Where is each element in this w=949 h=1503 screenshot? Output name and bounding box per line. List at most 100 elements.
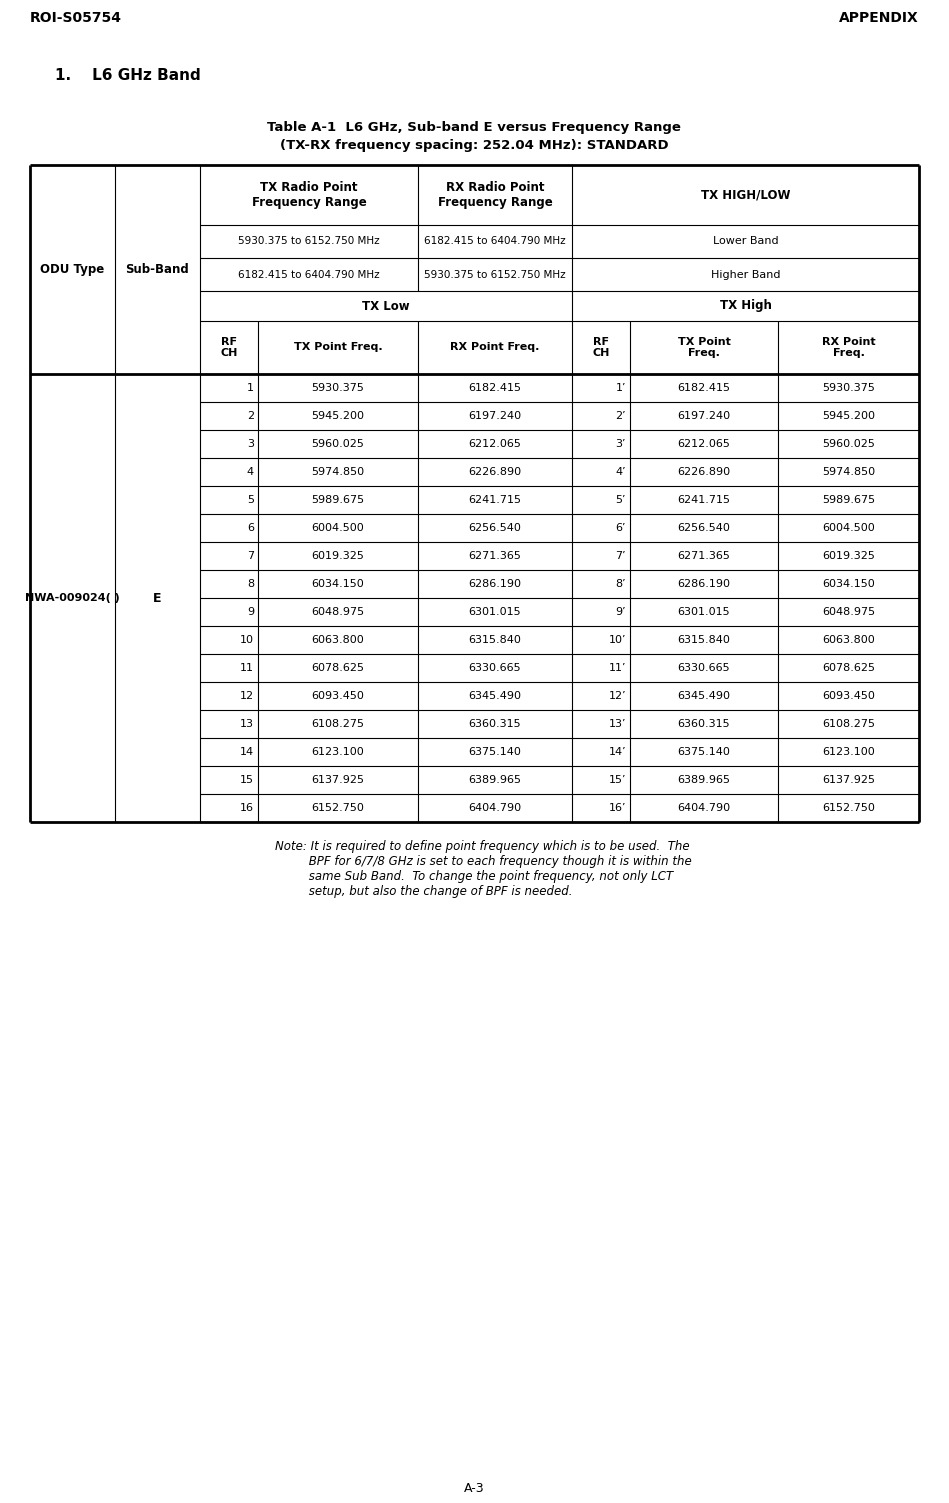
Text: 6404.790: 6404.790 [469, 803, 522, 813]
Text: 6152.750: 6152.750 [311, 803, 364, 813]
Text: 5930.375: 5930.375 [311, 383, 364, 392]
Text: 6212.065: 6212.065 [678, 439, 731, 449]
Text: TX Point Freq.: TX Point Freq. [293, 343, 382, 353]
Text: 5989.675: 5989.675 [311, 494, 364, 505]
Text: ODU Type: ODU Type [41, 263, 104, 277]
Text: 6078.625: 6078.625 [311, 663, 364, 673]
Text: Higher Band: Higher Band [711, 269, 780, 280]
Text: RX Point
Freq.: RX Point Freq. [822, 337, 875, 358]
Text: 6108.275: 6108.275 [822, 718, 875, 729]
Text: 6034.150: 6034.150 [311, 579, 364, 589]
Text: 6182.415 to 6404.790 MHz: 6182.415 to 6404.790 MHz [238, 269, 380, 280]
Text: 6182.415 to 6404.790 MHz: 6182.415 to 6404.790 MHz [424, 236, 566, 246]
Text: 6004.500: 6004.500 [311, 523, 364, 534]
Text: 11’: 11’ [608, 663, 626, 673]
Text: Lower Band: Lower Band [713, 236, 778, 246]
Text: 6123.100: 6123.100 [822, 747, 875, 758]
Text: 6256.540: 6256.540 [678, 523, 731, 534]
Text: 6’: 6’ [616, 523, 626, 534]
Text: 6123.100: 6123.100 [311, 747, 364, 758]
Text: 5’: 5’ [616, 494, 626, 505]
Text: 6197.240: 6197.240 [678, 410, 731, 421]
Text: 14’: 14’ [608, 747, 626, 758]
Text: 6404.790: 6404.790 [678, 803, 731, 813]
Text: 6360.315: 6360.315 [469, 718, 521, 729]
Text: TX High: TX High [719, 299, 772, 313]
Text: 6256.540: 6256.540 [469, 523, 521, 534]
Text: 1.    L6 GHz Band: 1. L6 GHz Band [55, 68, 201, 83]
Text: 5945.200: 5945.200 [311, 410, 364, 421]
Text: 3: 3 [247, 439, 254, 449]
Text: 12: 12 [240, 691, 254, 700]
Text: 6271.365: 6271.365 [678, 552, 731, 561]
Text: 5989.675: 5989.675 [822, 494, 875, 505]
Text: 5930.375 to 6152.750 MHz: 5930.375 to 6152.750 MHz [238, 236, 380, 246]
Text: 16: 16 [240, 803, 254, 813]
Text: 6375.140: 6375.140 [678, 747, 731, 758]
Text: 6004.500: 6004.500 [822, 523, 875, 534]
Text: NWA-009024( ): NWA-009024( ) [25, 594, 120, 603]
Text: 6108.275: 6108.275 [311, 718, 364, 729]
Text: (TX-RX frequency spacing: 252.04 MHz): STANDARD: (TX-RX frequency spacing: 252.04 MHz): S… [280, 140, 668, 152]
Text: TX Low: TX Low [363, 299, 410, 313]
Text: 4: 4 [247, 467, 254, 476]
Text: 6286.190: 6286.190 [678, 579, 731, 589]
Text: TX Radio Point
Frequency Range: TX Radio Point Frequency Range [251, 180, 366, 209]
Text: 13’: 13’ [608, 718, 626, 729]
Text: 13: 13 [240, 718, 254, 729]
Text: 1’: 1’ [616, 383, 626, 392]
Text: APPENDIX: APPENDIX [839, 11, 919, 26]
Text: 6301.015: 6301.015 [678, 607, 731, 618]
Text: 6048.975: 6048.975 [311, 607, 364, 618]
Text: 6241.715: 6241.715 [469, 494, 522, 505]
Text: 2: 2 [247, 410, 254, 421]
Text: 9’: 9’ [615, 607, 626, 618]
Text: 5930.375 to 6152.750 MHz: 5930.375 to 6152.750 MHz [424, 269, 566, 280]
Text: 6375.140: 6375.140 [469, 747, 521, 758]
Text: 6063.800: 6063.800 [311, 634, 364, 645]
Text: 6182.415: 6182.415 [678, 383, 731, 392]
Text: 6389.965: 6389.965 [469, 776, 522, 785]
Text: TX Point
Freq.: TX Point Freq. [678, 337, 731, 358]
Text: 6078.625: 6078.625 [822, 663, 875, 673]
Text: 6152.750: 6152.750 [822, 803, 875, 813]
Text: TX HIGH/LOW: TX HIGH/LOW [700, 188, 791, 201]
Text: RF
CH: RF CH [592, 337, 609, 358]
Text: 6241.715: 6241.715 [678, 494, 731, 505]
Text: 6212.065: 6212.065 [469, 439, 521, 449]
Text: 8’: 8’ [615, 579, 626, 589]
Text: 5974.850: 5974.850 [822, 467, 875, 476]
Text: 5960.025: 5960.025 [311, 439, 364, 449]
Text: 6226.890: 6226.890 [469, 467, 522, 476]
Text: 6301.015: 6301.015 [469, 607, 521, 618]
Text: 2’: 2’ [615, 410, 626, 421]
Text: 1: 1 [247, 383, 254, 392]
Text: 6315.840: 6315.840 [469, 634, 521, 645]
Text: 6315.840: 6315.840 [678, 634, 731, 645]
Text: Note: It is required to define point frequency which is to be used.  The
       : Note: It is required to define point fre… [275, 840, 692, 897]
Text: 7’: 7’ [615, 552, 626, 561]
Text: 9: 9 [247, 607, 254, 618]
Text: Sub-Band: Sub-Band [125, 263, 190, 277]
Text: 6137.925: 6137.925 [311, 776, 364, 785]
Text: 6330.665: 6330.665 [678, 663, 731, 673]
Text: 12’: 12’ [608, 691, 626, 700]
Text: RF
CH: RF CH [220, 337, 237, 358]
Text: 6345.490: 6345.490 [469, 691, 522, 700]
Text: A-3: A-3 [464, 1482, 484, 1494]
Text: 6093.450: 6093.450 [311, 691, 364, 700]
Text: RX Radio Point
Frequency Range: RX Radio Point Frequency Range [437, 180, 552, 209]
Text: 7: 7 [247, 552, 254, 561]
Text: 6137.925: 6137.925 [822, 776, 875, 785]
Text: 6345.490: 6345.490 [678, 691, 731, 700]
Text: ROI-S05754: ROI-S05754 [30, 11, 122, 26]
Text: RX Point Freq.: RX Point Freq. [451, 343, 540, 353]
Text: 15: 15 [240, 776, 254, 785]
Text: 4’: 4’ [615, 467, 626, 476]
Text: 6197.240: 6197.240 [469, 410, 522, 421]
Text: Table A-1  L6 GHz, Sub-band E versus Frequency Range: Table A-1 L6 GHz, Sub-band E versus Freq… [267, 122, 681, 134]
Text: 6286.190: 6286.190 [469, 579, 522, 589]
Text: 14: 14 [240, 747, 254, 758]
Text: 6093.450: 6093.450 [822, 691, 875, 700]
Text: 6019.325: 6019.325 [311, 552, 364, 561]
